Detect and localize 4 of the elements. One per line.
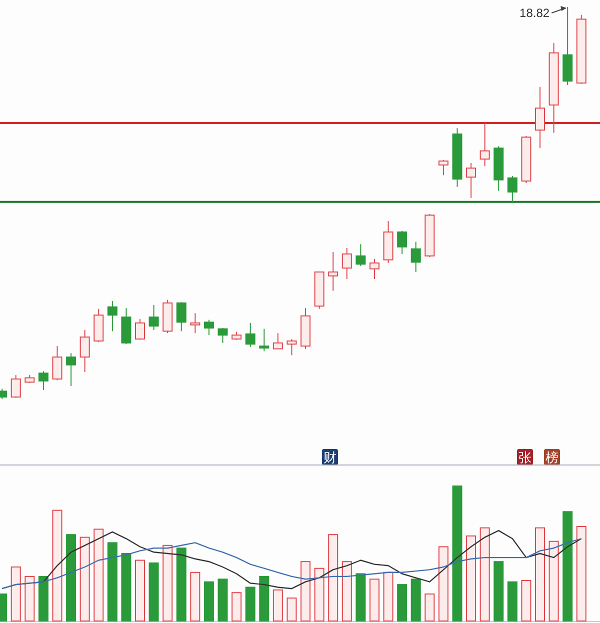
text: 财 xyxy=(324,450,336,465)
annotation: 18.82 xyxy=(520,6,550,20)
text: 榜 xyxy=(546,450,558,465)
text: 张 xyxy=(518,450,532,465)
